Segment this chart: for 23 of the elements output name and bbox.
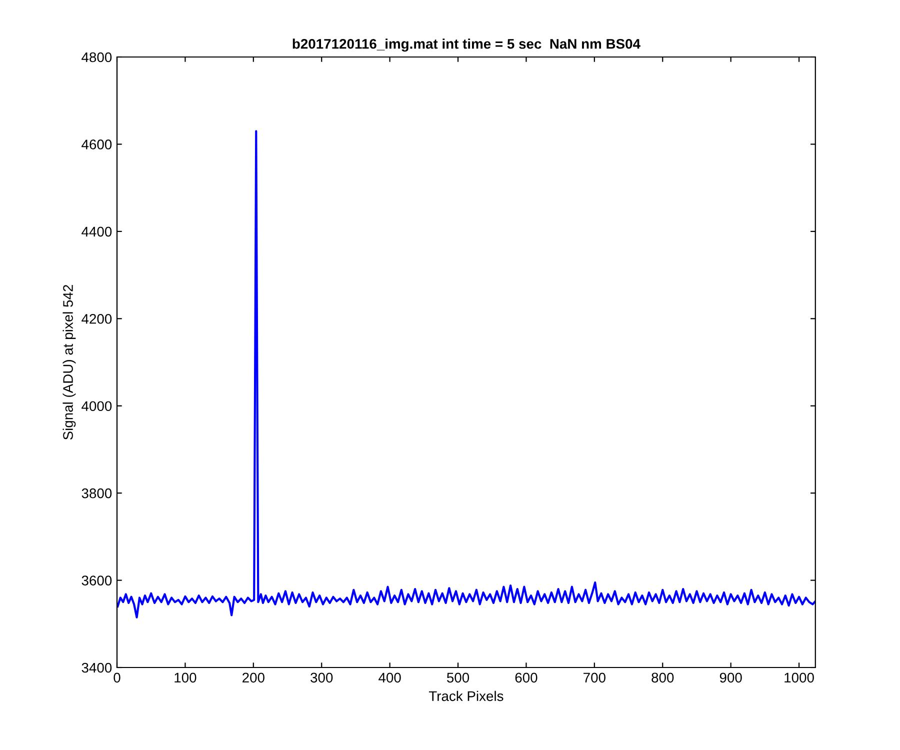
x-tick-label: 0	[114, 672, 120, 683]
x-tick-label: 800	[652, 672, 674, 683]
x-tick-label: 400	[378, 672, 401, 683]
y-tick-label: 4400	[82, 226, 112, 237]
x-tick-label: 500	[446, 672, 470, 683]
y-tick-label: 3400	[82, 662, 112, 673]
x-tick-label: 300	[310, 672, 333, 683]
x-tick-label: 100	[174, 672, 196, 683]
x-tick-label: 200	[242, 672, 264, 683]
x-tick-label: 600	[515, 672, 538, 683]
line-series	[117, 130, 816, 618]
y-tick-label: 3600	[82, 576, 112, 586]
y-tick-label: 4200	[82, 314, 112, 324]
x-tick-label: 700	[584, 672, 606, 683]
x-axis-title: Track Pixels	[428, 690, 504, 702]
y-tick-label: 4000	[82, 401, 112, 412]
x-tick-label: 900	[720, 672, 742, 683]
chart-title: b2017120116_img.mat int time = 5 sec NaN nm BS04	[292, 38, 640, 52]
y-tick-label: 4600	[82, 140, 112, 150]
y-axis-title: Signal (ADU) at pixel 542	[62, 284, 76, 440]
y-tick-label: 4800	[82, 52, 112, 62]
x-tick-label: 1000	[784, 672, 814, 683]
y-tick-label: 3800	[82, 488, 112, 498]
